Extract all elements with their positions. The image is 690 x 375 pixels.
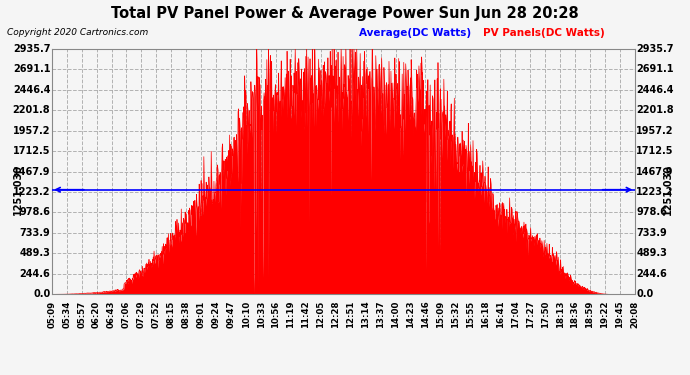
Text: 978.6: 978.6 bbox=[19, 207, 50, 218]
Text: 2446.4: 2446.4 bbox=[636, 85, 673, 95]
Text: 2201.8: 2201.8 bbox=[636, 105, 674, 115]
Text: Average(DC Watts): Average(DC Watts) bbox=[359, 28, 471, 38]
Text: Total PV Panel Power & Average Power Sun Jun 28 20:28: Total PV Panel Power & Average Power Sun… bbox=[111, 6, 579, 21]
Text: 1223.2: 1223.2 bbox=[13, 187, 50, 197]
Text: 1251.030: 1251.030 bbox=[663, 164, 673, 215]
Text: 244.6: 244.6 bbox=[636, 269, 667, 279]
Text: 0.0: 0.0 bbox=[636, 290, 653, 299]
Text: 1712.5: 1712.5 bbox=[636, 146, 673, 156]
Text: 1467.9: 1467.9 bbox=[636, 166, 673, 177]
Text: 1957.2: 1957.2 bbox=[636, 126, 673, 136]
Text: 489.3: 489.3 bbox=[19, 248, 50, 258]
Text: 2935.7: 2935.7 bbox=[13, 44, 50, 54]
Text: 2201.8: 2201.8 bbox=[12, 105, 50, 115]
Text: 1957.2: 1957.2 bbox=[13, 126, 50, 136]
Text: 2446.4: 2446.4 bbox=[13, 85, 50, 95]
Text: Copyright 2020 Cartronics.com: Copyright 2020 Cartronics.com bbox=[7, 28, 148, 37]
Text: 244.6: 244.6 bbox=[19, 269, 50, 279]
Text: 2691.1: 2691.1 bbox=[636, 64, 673, 74]
Text: 733.9: 733.9 bbox=[19, 228, 50, 238]
Text: 1223.2: 1223.2 bbox=[636, 187, 673, 197]
Text: 0.0: 0.0 bbox=[33, 290, 50, 299]
Text: PV Panels(DC Watts): PV Panels(DC Watts) bbox=[483, 28, 604, 38]
Text: 1467.9: 1467.9 bbox=[13, 166, 50, 177]
Text: 1251.030: 1251.030 bbox=[13, 164, 23, 215]
Text: 1712.5: 1712.5 bbox=[13, 146, 50, 156]
Text: 2691.1: 2691.1 bbox=[13, 64, 50, 74]
Text: 978.6: 978.6 bbox=[636, 207, 667, 218]
Text: 2935.7: 2935.7 bbox=[636, 44, 673, 54]
Text: 733.9: 733.9 bbox=[636, 228, 667, 238]
Text: 489.3: 489.3 bbox=[636, 248, 667, 258]
